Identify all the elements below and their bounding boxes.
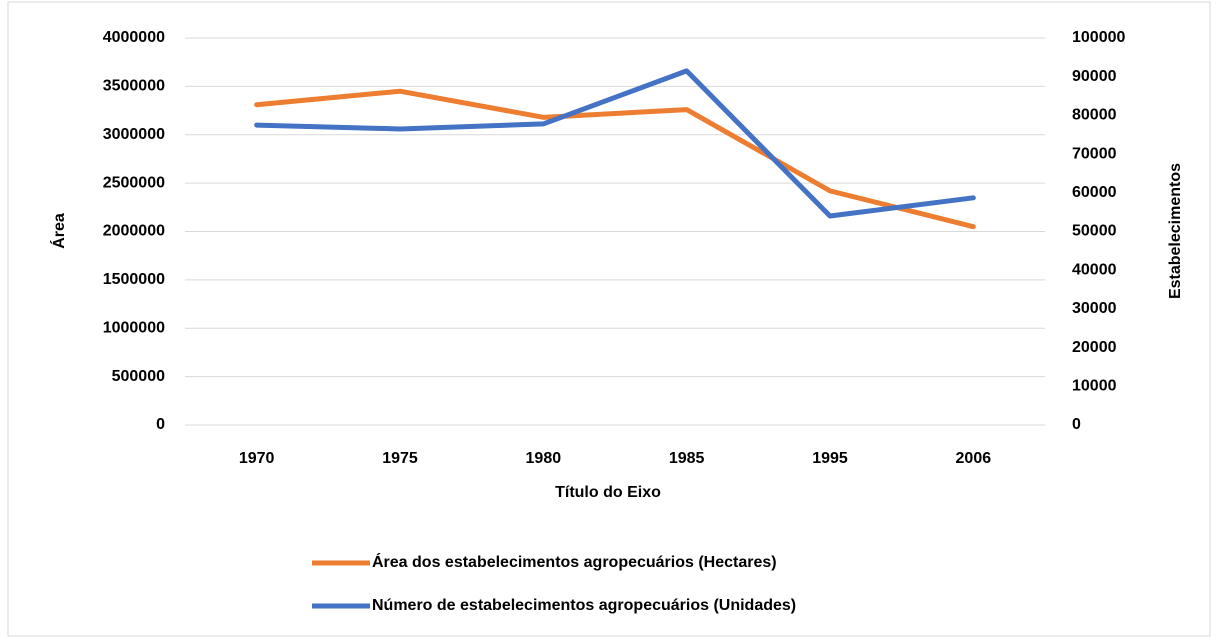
- chart-border: [7, 1, 1211, 637]
- y-tick-label: 1500000: [103, 271, 165, 288]
- y2-tick-label: 70000: [1072, 145, 1117, 162]
- y2-tick-label: 80000: [1072, 107, 1117, 124]
- x-tick-label: 2006: [956, 450, 992, 467]
- series-line: [254, 68, 976, 219]
- series-line: [254, 88, 976, 230]
- y2-tick-label: 20000: [1072, 339, 1117, 356]
- legend-label: Número de estabelecimentos agropecuários…: [372, 597, 796, 614]
- x-axis-title: Título do Eixo: [555, 484, 661, 501]
- x-tick-label: 1995: [812, 450, 848, 467]
- y2-tick-label: 0: [1072, 416, 1081, 433]
- y2-tick-label: 30000: [1072, 300, 1117, 317]
- y-tick-label: 1000000: [103, 319, 165, 336]
- legend-label: Área dos estabelecimentos agropecuários …: [372, 552, 777, 571]
- y-tick-label: 2500000: [103, 174, 165, 191]
- x-tick-label: 1975: [382, 450, 418, 467]
- y-tick-label: 3500000: [103, 78, 165, 95]
- y-tick-label: 3000000: [103, 126, 165, 143]
- y2-tick-label: 90000: [1072, 68, 1117, 85]
- y2-tick-label: 100000: [1072, 29, 1125, 46]
- y2-axis-title: Estabelecimentos: [1167, 163, 1184, 299]
- y-tick-label: 4000000: [103, 29, 165, 46]
- y2-tick-label: 10000: [1072, 378, 1117, 395]
- y2-tick-label: 60000: [1072, 184, 1117, 201]
- y2-tick-label: 50000: [1072, 223, 1117, 240]
- x-tick-label: 1970: [239, 450, 275, 467]
- x-tick-label: 1980: [526, 450, 562, 467]
- x-tick-label: 1985: [669, 450, 705, 467]
- y-tick-label: 0: [156, 416, 165, 433]
- y2-tick-label: 40000: [1072, 261, 1117, 278]
- y-tick-label: 2000000: [103, 223, 165, 240]
- y-tick-label: 500000: [112, 368, 165, 385]
- y-axis-title: Área: [49, 213, 68, 249]
